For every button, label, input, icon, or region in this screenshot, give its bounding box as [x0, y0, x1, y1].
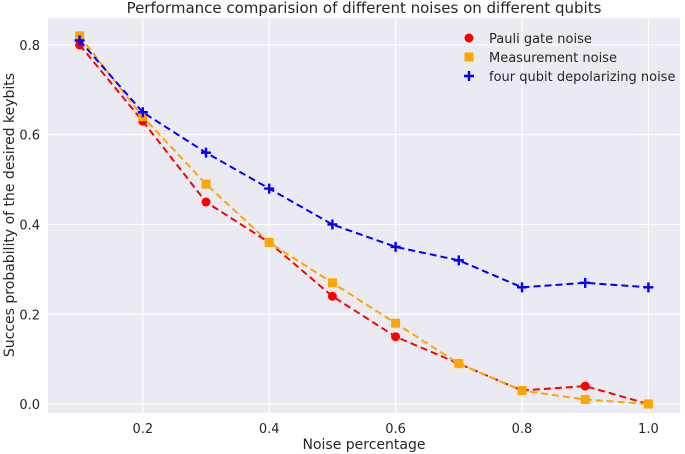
y-tick-label: 0.0 [19, 398, 40, 413]
data-point [517, 282, 527, 293]
legend: Pauli gate noise Measurement noise four qu… [464, 32, 675, 85]
legend-item: Measurement noise [464, 51, 617, 66]
x-tick-label: 0.2 [132, 422, 153, 437]
data-point [390, 241, 401, 252]
legend-label: four qubit depolarizing noise [489, 70, 675, 85]
legend-label: Measurement noise [489, 51, 617, 66]
y-axis-label: Succes probability of the desired keybit… [2, 73, 18, 357]
legend-item: four qubit depolarizing noise [464, 70, 675, 85]
x-tick-label: 1.0 [638, 422, 659, 437]
data-point [264, 237, 274, 247]
y-tick-labels: 0.0 0.2 0.4 0.6 0.8 [19, 39, 40, 413]
series-layer [74, 31, 654, 409]
data-point [517, 386, 527, 396]
data-point [201, 197, 211, 207]
x-tick-label: 0.8 [512, 422, 533, 437]
data-point [643, 282, 654, 293]
legend-label: Pauli gate noise [489, 32, 592, 47]
y-tick-label: 0.2 [19, 308, 40, 323]
data-point [74, 35, 85, 46]
data-point [453, 255, 464, 266]
data-point [201, 179, 211, 189]
series-plus [74, 35, 654, 293]
data-point [580, 277, 591, 288]
series-line [78, 44, 649, 405]
data-point [201, 147, 211, 158]
x-axis-label: Noise percentage [303, 437, 426, 453]
data-point [454, 359, 464, 369]
x-tick-label: 0.6 [385, 422, 406, 437]
data-point [391, 332, 401, 342]
chart-title: Performance comparision of different noi… [127, 0, 602, 17]
data-point [391, 318, 401, 328]
y-tick-label: 0.6 [19, 129, 40, 144]
data-point [643, 399, 653, 409]
x-tick-label: 0.4 [259, 422, 280, 437]
data-point [580, 395, 590, 405]
y-tick-label: 0.8 [19, 39, 40, 54]
legend-item: Pauli gate noise [464, 32, 592, 47]
data-point [327, 219, 338, 230]
y-tick-label: 0.4 [19, 218, 40, 233]
data-point [327, 291, 337, 301]
data-point [137, 107, 148, 118]
series-line [78, 39, 649, 289]
legend-marker [464, 71, 474, 81]
data-point [327, 278, 337, 288]
legend-marker [464, 52, 474, 62]
x-tick-labels: 0.2 0.4 0.6 0.8 1.0 [132, 422, 658, 437]
series-line [78, 35, 649, 406]
data-point [264, 183, 275, 194]
plot-area [48, 18, 680, 413]
data-point [580, 381, 590, 391]
legend-marker [464, 33, 474, 43]
